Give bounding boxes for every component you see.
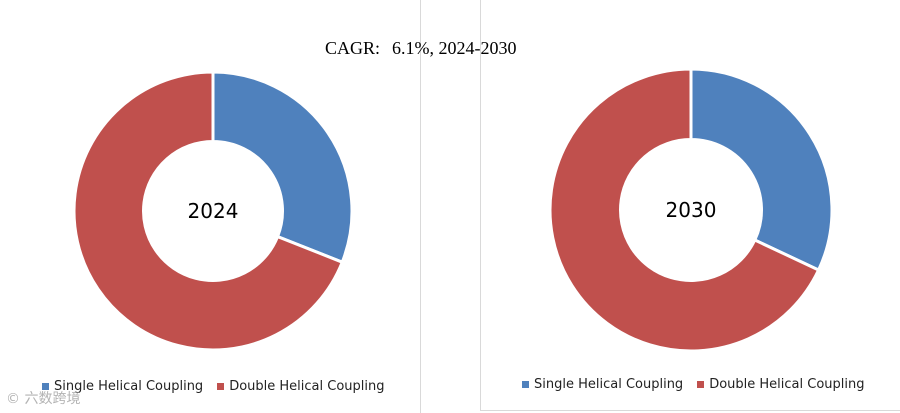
donut-slice-double-helical — [72, 70, 345, 352]
legend-item-single-helical: Single Helical Coupling — [42, 379, 203, 394]
donut-slice-double-helical — [548, 67, 821, 353]
donut-center-label: 2024 — [188, 199, 239, 223]
watermark-logo: © 六数跨境 — [6, 391, 81, 407]
legend-item-double-helical: Double Helical Coupling — [217, 379, 385, 394]
legend-2024: Single Helical Coupling Double Helical C… — [42, 379, 385, 394]
cagr-annotation: CAGR: 6.1%, 2024-2030 — [325, 38, 517, 59]
donut-center-label: 2030 — [666, 198, 717, 222]
legend-label-double: Double Helical Coupling — [229, 379, 385, 394]
donut-slice-single-helical — [689, 67, 834, 273]
legend-item-single-helical: Single Helical Coupling — [522, 377, 683, 392]
legend-label-double: Double Helical Coupling — [709, 377, 865, 392]
legend-label-single: Single Helical Coupling — [534, 377, 684, 392]
donut-chart-2024: 2024 — [72, 70, 354, 352]
cagr-label: CAGR: — [325, 38, 381, 58]
legend-2030: Single Helical Coupling Double Helical C… — [522, 377, 865, 392]
legend-swatch-single — [522, 381, 529, 388]
legend-label-single: Single Helical Coupling — [54, 379, 204, 394]
legend-swatch-single — [42, 383, 49, 390]
cagr-value: 6.1%, 2024-2030 — [392, 38, 517, 58]
legend-item-double-helical: Double Helical Coupling — [697, 377, 865, 392]
donut-slice-single-helical — [211, 70, 354, 265]
donut-chart-2030: 2030 — [548, 67, 834, 353]
legend-swatch-double — [697, 381, 705, 388]
legend-swatch-double — [217, 383, 225, 390]
